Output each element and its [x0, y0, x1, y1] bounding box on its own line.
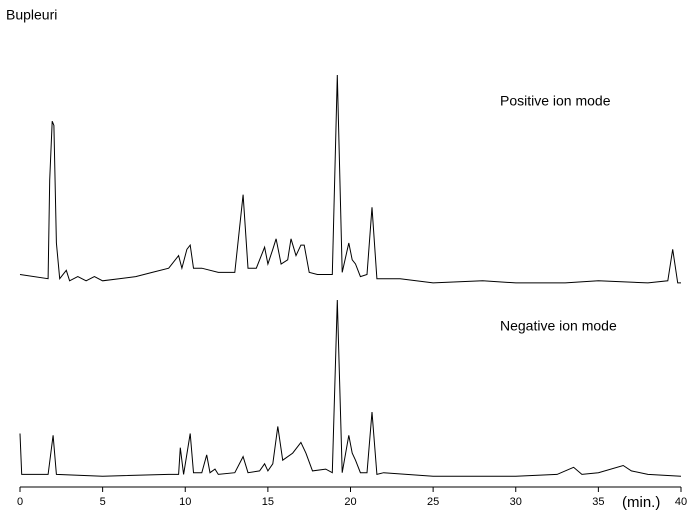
- chart-title: Bupleuri: [6, 7, 57, 23]
- x-axis-label: (min.): [622, 494, 660, 511]
- trace: [19, 299, 682, 477]
- x-tick-label: 35: [592, 496, 604, 508]
- x-tick-label: 25: [427, 496, 439, 508]
- trace-label: Negative ion mode: [500, 318, 617, 334]
- trace-label: Positive ion mode: [500, 93, 611, 109]
- x-tick-label: 5: [100, 496, 106, 508]
- trace: [19, 74, 681, 284]
- x-tick-label: 20: [344, 496, 356, 508]
- x-tick-label: 30: [510, 496, 522, 508]
- x-tick-label: 10: [179, 496, 191, 508]
- x-tick-label: 40: [675, 496, 687, 508]
- x-tick-label: 15: [262, 496, 274, 508]
- x-tick-label: 0: [17, 496, 23, 508]
